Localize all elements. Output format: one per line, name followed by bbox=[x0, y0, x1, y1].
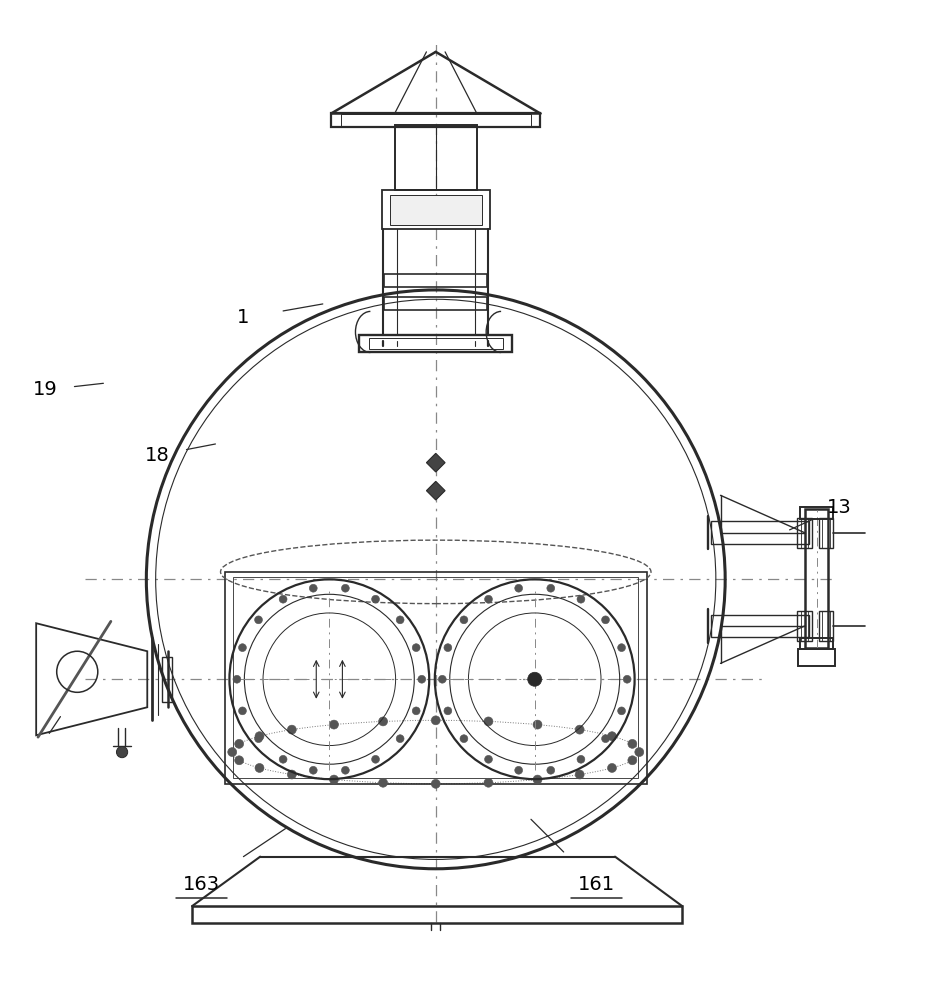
Circle shape bbox=[515, 584, 523, 592]
Circle shape bbox=[577, 755, 585, 763]
Bar bbox=[192, 906, 683, 923]
Circle shape bbox=[329, 720, 338, 729]
Circle shape bbox=[608, 732, 616, 741]
Circle shape bbox=[280, 755, 287, 763]
Bar bbox=[390, 195, 482, 225]
Circle shape bbox=[460, 735, 468, 743]
Circle shape bbox=[618, 644, 626, 652]
Bar bbox=[331, 113, 540, 127]
Circle shape bbox=[439, 675, 446, 683]
Circle shape bbox=[287, 770, 296, 779]
Circle shape bbox=[117, 746, 128, 758]
Circle shape bbox=[254, 735, 263, 743]
Bar bbox=[384, 274, 487, 287]
Circle shape bbox=[254, 616, 263, 624]
Circle shape bbox=[418, 675, 425, 683]
Bar bbox=[822, 611, 829, 641]
Bar bbox=[340, 114, 531, 126]
Text: 18: 18 bbox=[145, 446, 170, 465]
Circle shape bbox=[547, 584, 554, 592]
Circle shape bbox=[575, 770, 584, 779]
Circle shape bbox=[379, 717, 388, 726]
Circle shape bbox=[460, 616, 468, 624]
Polygon shape bbox=[426, 453, 445, 472]
Text: 1: 1 bbox=[237, 308, 250, 327]
Bar bbox=[395, 125, 477, 190]
Bar bbox=[799, 507, 833, 519]
Bar bbox=[799, 638, 833, 649]
Circle shape bbox=[575, 725, 584, 734]
Circle shape bbox=[396, 616, 404, 624]
Bar bbox=[712, 615, 809, 637]
Circle shape bbox=[608, 763, 616, 772]
Circle shape bbox=[624, 675, 631, 683]
Circle shape bbox=[238, 644, 247, 652]
Circle shape bbox=[371, 595, 380, 603]
Text: 161: 161 bbox=[578, 875, 615, 894]
Circle shape bbox=[601, 616, 610, 624]
Circle shape bbox=[628, 739, 637, 748]
Text: 163: 163 bbox=[183, 875, 220, 894]
Text: 13: 13 bbox=[827, 498, 852, 517]
Circle shape bbox=[601, 735, 610, 743]
Circle shape bbox=[287, 725, 296, 734]
Circle shape bbox=[233, 675, 241, 683]
Circle shape bbox=[547, 766, 554, 774]
Circle shape bbox=[341, 584, 350, 592]
Circle shape bbox=[577, 595, 585, 603]
Circle shape bbox=[235, 756, 244, 765]
Circle shape bbox=[228, 748, 237, 757]
Circle shape bbox=[533, 775, 542, 784]
Circle shape bbox=[444, 644, 452, 652]
Circle shape bbox=[255, 732, 264, 741]
Text: 19: 19 bbox=[33, 380, 58, 399]
Polygon shape bbox=[426, 481, 445, 500]
Circle shape bbox=[309, 766, 317, 774]
Circle shape bbox=[635, 748, 644, 757]
Bar bbox=[800, 518, 808, 548]
Circle shape bbox=[412, 707, 420, 715]
Bar bbox=[797, 611, 812, 641]
Circle shape bbox=[412, 644, 420, 652]
Circle shape bbox=[238, 707, 247, 715]
Circle shape bbox=[533, 720, 542, 729]
Circle shape bbox=[396, 735, 404, 743]
Bar bbox=[805, 509, 827, 648]
Circle shape bbox=[618, 707, 626, 715]
Circle shape bbox=[329, 775, 338, 784]
Circle shape bbox=[484, 778, 493, 787]
Bar bbox=[381, 190, 490, 229]
Circle shape bbox=[371, 755, 380, 763]
Bar bbox=[359, 335, 512, 352]
Circle shape bbox=[484, 717, 493, 726]
Bar bbox=[384, 297, 487, 310]
Circle shape bbox=[444, 707, 452, 715]
Circle shape bbox=[280, 595, 287, 603]
Bar bbox=[818, 611, 833, 641]
Bar bbox=[800, 611, 808, 641]
Bar bbox=[797, 518, 812, 548]
Bar bbox=[233, 577, 639, 778]
Circle shape bbox=[527, 672, 541, 686]
Circle shape bbox=[235, 739, 244, 748]
Bar bbox=[224, 572, 647, 784]
Circle shape bbox=[255, 763, 264, 772]
Circle shape bbox=[431, 779, 440, 788]
Circle shape bbox=[484, 755, 493, 763]
Circle shape bbox=[379, 778, 388, 787]
Circle shape bbox=[341, 766, 350, 774]
Circle shape bbox=[484, 595, 493, 603]
Bar bbox=[162, 657, 172, 702]
Bar bbox=[368, 338, 503, 349]
Bar bbox=[712, 521, 809, 544]
Circle shape bbox=[515, 766, 523, 774]
Circle shape bbox=[309, 584, 317, 592]
Bar bbox=[818, 518, 833, 548]
Circle shape bbox=[431, 716, 440, 725]
Bar bbox=[822, 518, 829, 548]
Bar bbox=[798, 649, 835, 666]
Circle shape bbox=[628, 756, 637, 765]
